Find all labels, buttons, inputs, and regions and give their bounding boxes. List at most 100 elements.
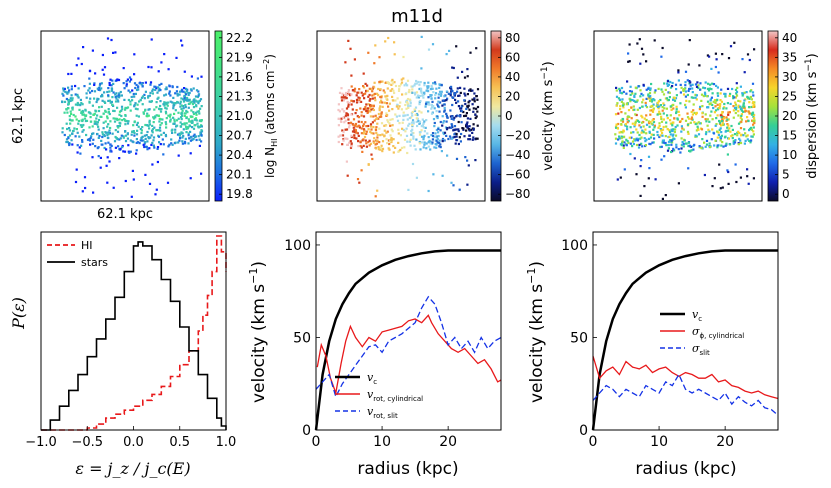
- map-pixel: [712, 106, 715, 110]
- map-pixel: [385, 138, 388, 141]
- map-pixel: [381, 133, 384, 136]
- map-pixel: [173, 120, 176, 123]
- map-pixel: [178, 139, 181, 142]
- map-pixel: [116, 138, 119, 141]
- map-pixel: [721, 118, 724, 121]
- map-pixel: [453, 128, 456, 131]
- map-pixel: [723, 92, 726, 95]
- map-pixel: [457, 100, 460, 103]
- map-pixel: [384, 95, 387, 98]
- map-pixel: [410, 133, 413, 136]
- map-pixel: [79, 98, 82, 101]
- map-pixel: [741, 94, 744, 97]
- map-pixel: [84, 186, 87, 190]
- map-pixel: [134, 107, 137, 110]
- map-pixel: [149, 91, 152, 94]
- map-pixel: [396, 119, 400, 122]
- map-pixel: [342, 138, 345, 141]
- map-pixel: [112, 109, 115, 112]
- map-pixel: [727, 129, 730, 132]
- map-pixel: [104, 110, 107, 113]
- map-pixel: [474, 159, 477, 162]
- epsilon-legend: HI stars: [47, 239, 108, 269]
- map-pixel: [432, 134, 435, 138]
- map-pixel: [748, 139, 751, 142]
- map-pixel: [748, 112, 751, 115]
- map-pixel: [414, 82, 417, 85]
- map-pixel: [103, 134, 106, 138]
- map-pixel: [362, 138, 365, 141]
- map-pixel: [614, 133, 617, 136]
- epsilon-plot: −1.0 −0.5 0.0 0.5 1.0 P(ε) ε = j_z / j_c(E) …: [9, 231, 236, 478]
- map-pixel: [136, 103, 139, 106]
- map-pixel: [81, 113, 84, 116]
- map-pixel: [200, 172, 203, 175]
- map-pixel: [642, 94, 645, 97]
- map-pixel: [168, 90, 171, 93]
- map-pixel: [728, 111, 731, 114]
- map-pixel: [739, 85, 742, 88]
- map-pixel: [727, 124, 730, 127]
- map-pixel: [475, 107, 478, 110]
- map-pixel: [648, 125, 651, 128]
- map-pixel: [456, 87, 459, 90]
- map-pixel: [376, 133, 379, 136]
- map-pixel: [418, 87, 421, 91]
- map-pixel: [405, 101, 409, 104]
- map-pixel: [74, 84, 77, 88]
- map-pixel: [620, 130, 623, 134]
- map-pixel: [713, 177, 716, 180]
- map-pixel: [107, 131, 110, 134]
- map-pixel: [640, 142, 643, 145]
- map-pixel: [743, 99, 746, 102]
- map-pixel: [387, 105, 390, 108]
- dispersion-curve-legend: vc σϕ, cylindrical σslit: [660, 308, 744, 357]
- map-pixel: [147, 65, 150, 69]
- map-pixel: [435, 128, 438, 132]
- map-pixel: [441, 137, 445, 141]
- map-pixel: [735, 108, 738, 111]
- map-pixel: [670, 139, 673, 142]
- map-pixel: [650, 100, 653, 103]
- map-pixel: [156, 146, 160, 149]
- map-pixel: [705, 131, 708, 134]
- map-pixel: [347, 103, 350, 106]
- map-pixel: [367, 95, 370, 98]
- map-pixel: [355, 101, 359, 104]
- map-pixel: [450, 137, 454, 140]
- map-pixel: [668, 135, 671, 139]
- map-pixel: [751, 135, 754, 138]
- map-pixel: [674, 83, 678, 86]
- map-pixel: [185, 109, 188, 112]
- map-pixel: [413, 109, 417, 112]
- map-pixel: [76, 95, 79, 98]
- map-pixel: [75, 128, 78, 131]
- map-pixel: [735, 90, 739, 93]
- map-pixel: [637, 85, 640, 88]
- map-pixel: [645, 97, 648, 100]
- map-pixel: [426, 103, 429, 106]
- map-pixel: [106, 181, 109, 184]
- map-pixel: [124, 134, 128, 137]
- map-pixel: [623, 135, 626, 138]
- map-pixel: [708, 55, 711, 58]
- map-pixel: [725, 116, 728, 119]
- map-pixel: [353, 136, 356, 140]
- map-pixel: [681, 140, 684, 144]
- map-pixel: [682, 88, 685, 91]
- map-pixel: [353, 87, 357, 90]
- map-pixel: [109, 146, 112, 149]
- map-pixel: [373, 81, 376, 84]
- map-pixel: [136, 129, 139, 132]
- map-pixel: [402, 128, 405, 132]
- map-pixel: [130, 195, 133, 198]
- colorbar-tick-label: 20.7: [226, 129, 253, 143]
- map-pixel: [423, 120, 426, 123]
- map-pixel: [666, 149, 670, 152]
- map-pixel: [634, 123, 637, 126]
- map-pixel: [468, 108, 471, 111]
- map-pixel: [126, 132, 129, 135]
- map-pixel: [450, 90, 453, 93]
- map-pixel: [349, 146, 353, 149]
